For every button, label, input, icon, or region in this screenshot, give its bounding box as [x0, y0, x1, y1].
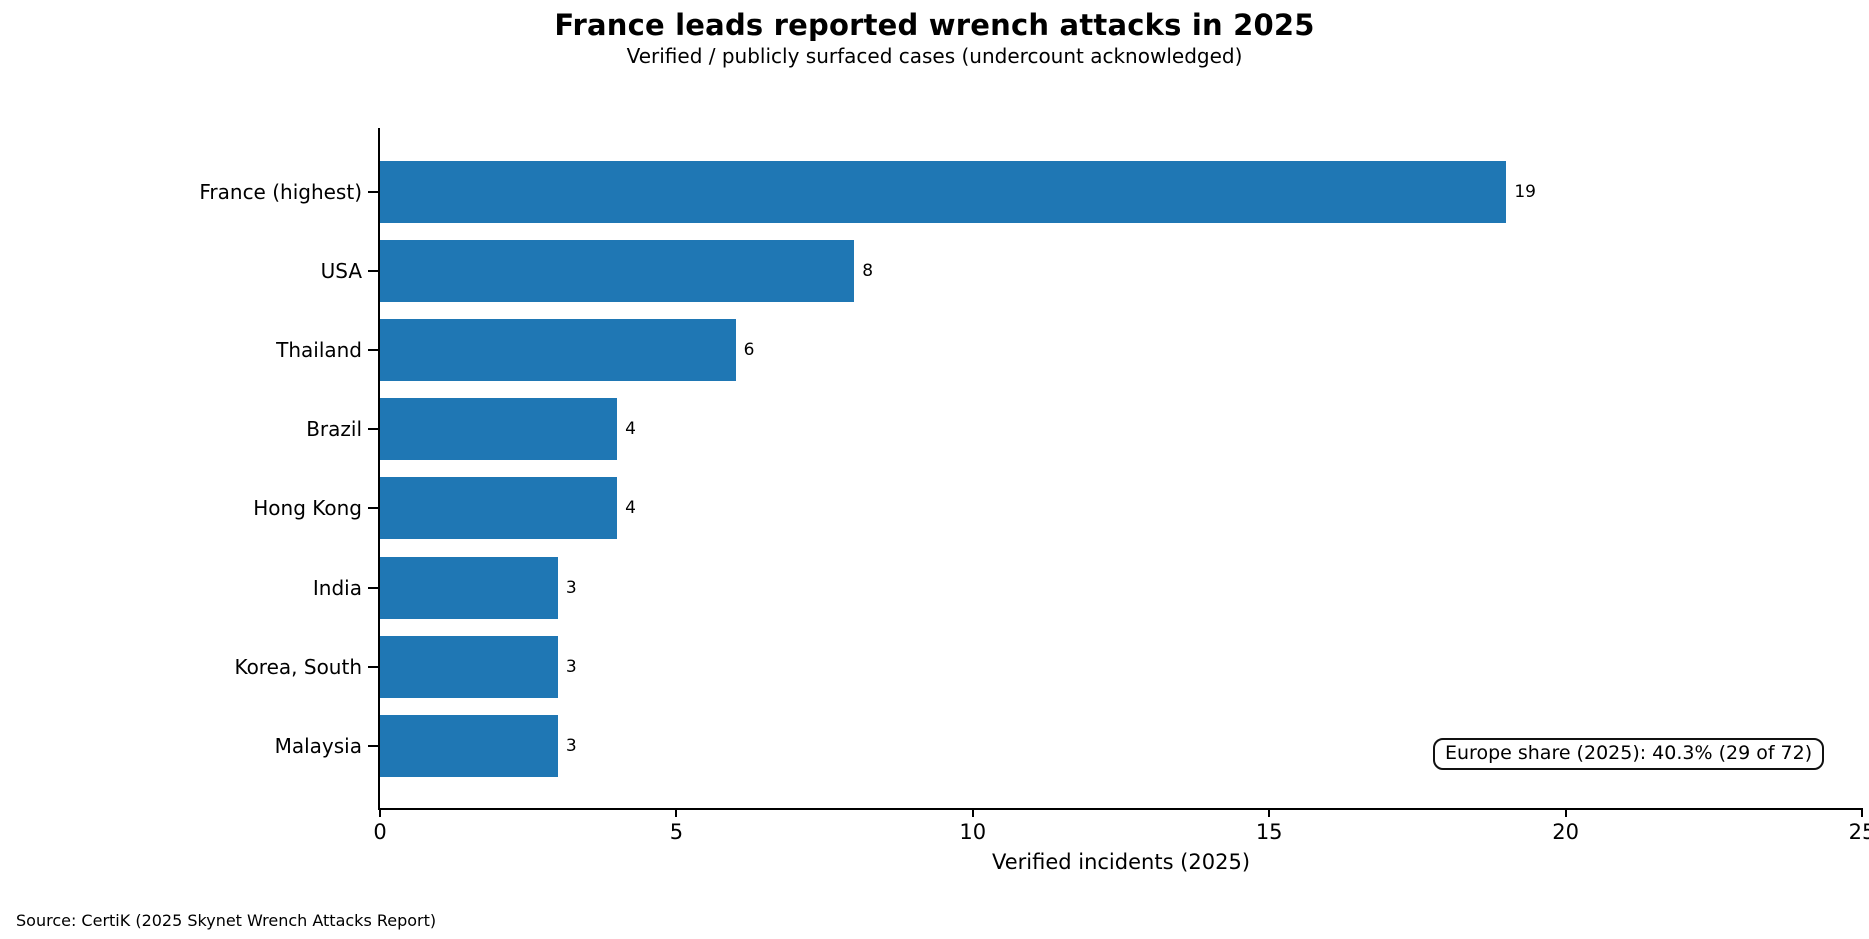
y-tick-label: Brazil	[306, 417, 362, 442]
x-tick	[1268, 808, 1271, 817]
x-tick	[675, 808, 678, 817]
x-tick-label: 25	[1848, 820, 1869, 844]
bar-value-label: 4	[625, 419, 636, 440]
bar-value-label: 3	[565, 735, 577, 756]
x-tick-label: 15	[1255, 820, 1283, 844]
bar	[380, 556, 558, 619]
bar	[380, 240, 855, 303]
y-tick	[368, 270, 378, 273]
y-tick	[368, 744, 378, 747]
bar	[380, 714, 558, 777]
chart-title: France leads reported wrench attacks in …	[554, 8, 1315, 42]
y-tick	[368, 349, 378, 352]
bar-value-label: 3	[565, 577, 577, 598]
y-tick	[368, 586, 378, 589]
x-tick	[971, 808, 974, 817]
bar	[380, 635, 558, 698]
plot-area: Europe share (2025): 40.3% (29 of 72) Ve…	[199, 128, 1869, 874]
y-tick-label: Malaysia	[274, 733, 362, 758]
y-tick	[368, 507, 378, 510]
x-tick-label: 5	[669, 820, 684, 844]
y-tick	[368, 665, 378, 668]
chart-subtitle: Verified / publicly surfaced cases (unde…	[626, 44, 1243, 68]
x-tick-label: 0	[373, 820, 387, 844]
y-tick-label: France (highest)	[199, 180, 362, 204]
y-tick-label: USA	[320, 259, 362, 284]
bar-value-label: 19	[1514, 182, 1536, 202]
bar	[380, 477, 618, 540]
annotation-box: Europe share (2025): 40.3% (29 of 72)	[1433, 738, 1825, 770]
bar-value-label: 3	[565, 656, 577, 677]
source-note: Source: CertiK (2025 Skynet Wrench Attac…	[16, 911, 437, 930]
x-axis-label: Verified incidents (2025)	[991, 850, 1251, 874]
bar	[380, 161, 1507, 223]
y-tick-label: Hong Kong	[253, 496, 362, 521]
bar-value-label: 4	[625, 498, 636, 519]
y-tick-label: Korea, South	[234, 654, 362, 679]
bar-value-label: 6	[743, 340, 755, 361]
y-tick-label: Thailand	[276, 338, 362, 363]
y-tick-label: India	[312, 575, 362, 600]
x-tick	[1861, 808, 1863, 817]
y-tick	[368, 428, 378, 431]
bar	[380, 398, 618, 461]
bar-value-label: 8	[862, 261, 874, 282]
x-tick	[1564, 808, 1567, 817]
x-tick-label: 10	[959, 820, 987, 844]
x-tick-label: 20	[1552, 820, 1579, 844]
bar	[380, 319, 736, 382]
y-tick	[368, 191, 378, 193]
x-tick	[379, 808, 381, 817]
